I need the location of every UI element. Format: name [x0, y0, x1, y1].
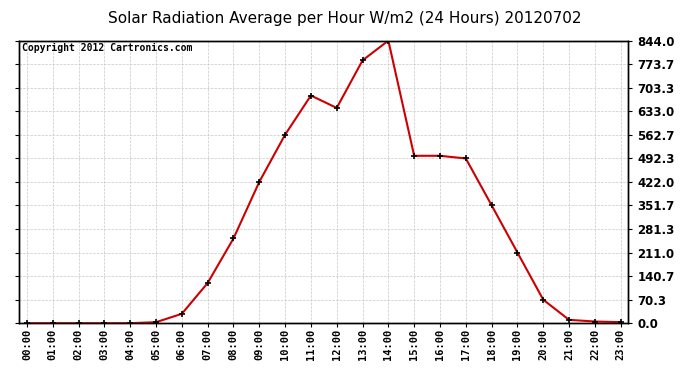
- Text: Copyright 2012 Cartronics.com: Copyright 2012 Cartronics.com: [22, 44, 193, 54]
- Text: Solar Radiation Average per Hour W/m2 (24 Hours) 20120702: Solar Radiation Average per Hour W/m2 (2…: [108, 11, 582, 26]
